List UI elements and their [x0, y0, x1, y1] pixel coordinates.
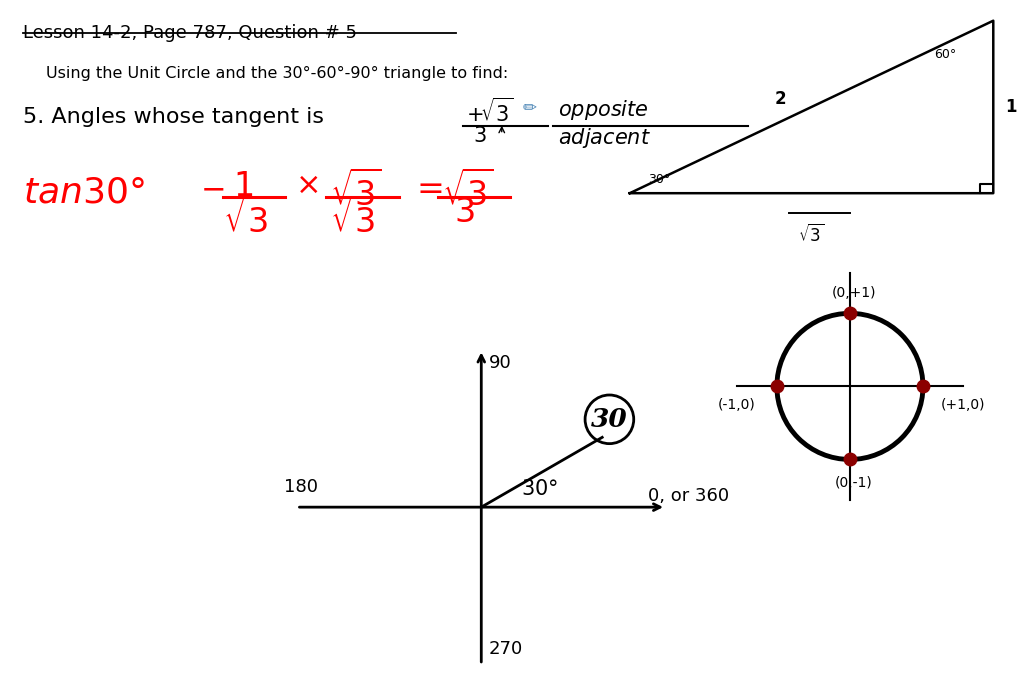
Text: $\mathit{adjacent}$: $\mathit{adjacent}$ [558, 126, 651, 150]
Text: $\mathit{30°}$: $\mathit{30°}$ [521, 479, 558, 499]
Text: (+1,0): (+1,0) [941, 397, 985, 412]
Text: 30°: 30° [648, 173, 671, 186]
Text: (0,-1): (0,-1) [835, 476, 872, 490]
Text: 270: 270 [488, 640, 522, 658]
Text: $\sqrt{3}$: $\sqrt{3}$ [799, 224, 824, 246]
Text: $+\!\sqrt{3}$: $+\!\sqrt{3}$ [466, 98, 513, 126]
Text: 30: 30 [591, 407, 628, 432]
Text: $=$: $=$ [410, 171, 442, 204]
Text: $\mathit{opposite}$: $\mathit{opposite}$ [558, 98, 649, 122]
Text: 180: 180 [284, 478, 318, 496]
Text: $\mathit{tan}30°$: $\mathit{tan}30°$ [23, 176, 144, 210]
Text: (0,+1): (0,+1) [831, 286, 876, 300]
Text: $\sqrt{3}$: $\sqrt{3}$ [330, 197, 381, 239]
Text: $1$: $1$ [233, 171, 254, 203]
Text: $\times$: $\times$ [295, 171, 318, 200]
Text: $3$: $3$ [473, 126, 486, 146]
Text: $\sqrt{3}$: $\sqrt{3}$ [223, 197, 274, 239]
Text: $3$: $3$ [454, 197, 474, 229]
Text: 60°: 60° [934, 48, 956, 61]
Text: 0, or 360: 0, or 360 [648, 487, 729, 505]
Text: ✏: ✏ [522, 98, 537, 116]
Text: 1: 1 [1006, 98, 1017, 116]
Text: $\sqrt{3}$: $\sqrt{3}$ [330, 171, 381, 213]
Text: $-$: $-$ [200, 174, 224, 205]
Text: 90: 90 [488, 354, 511, 372]
Text: 5. Angles whose tangent is: 5. Angles whose tangent is [23, 107, 324, 127]
Text: 2: 2 [775, 90, 786, 108]
Text: Using the Unit Circle and the 30°-60°-90° triangle to find:: Using the Unit Circle and the 30°-60°-90… [46, 66, 508, 81]
Text: (-1,0): (-1,0) [718, 397, 756, 412]
Text: $\sqrt{3}$: $\sqrt{3}$ [442, 171, 494, 213]
Text: Lesson 14-2, Page 787, Question # 5: Lesson 14-2, Page 787, Question # 5 [23, 24, 356, 42]
